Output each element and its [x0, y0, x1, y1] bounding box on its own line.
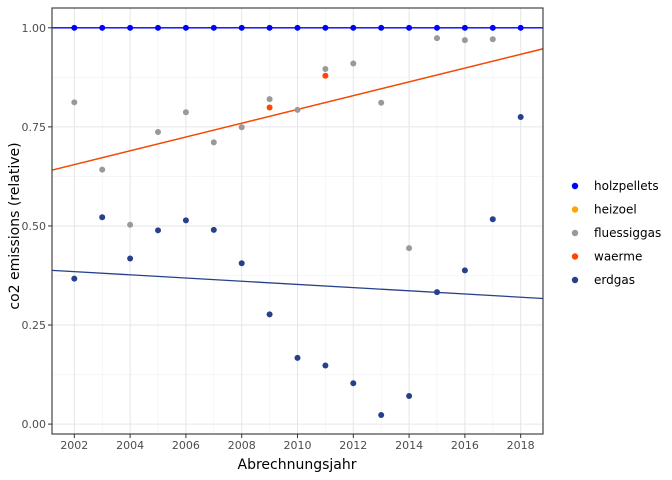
- x-tick-label: 2004: [116, 439, 144, 452]
- data-point-erdgas: [489, 216, 496, 223]
- data-point-holzpellets: [266, 24, 273, 31]
- data-point-fluessiggas: [322, 66, 329, 73]
- legend: holzpellets heizoel fluessiggas waerme erdga…: [571, 179, 661, 287]
- data-point-fluessiggas: [127, 221, 134, 228]
- x-tick-label: 2016: [451, 439, 479, 452]
- legend-label-fluessiggas: fluessiggas: [594, 226, 661, 240]
- data-point-erdgas: [99, 214, 106, 221]
- legend-key-waerme: [571, 253, 579, 260]
- data-point-erdgas: [294, 354, 301, 361]
- data-point-waerme: [266, 104, 273, 111]
- data-point-holzpellets: [406, 24, 413, 31]
- plot-panel: [51, 7, 544, 435]
- data-point-fluessiggas: [155, 129, 162, 136]
- data-point-erdgas: [433, 289, 440, 296]
- y-tick-label: 0.25: [22, 319, 47, 332]
- data-point-erdgas: [517, 113, 524, 120]
- data-point-erdgas: [238, 260, 245, 267]
- legend-label-waerme: waerme: [594, 250, 642, 264]
- data-point-fluessiggas: [406, 245, 413, 252]
- x-tick-label: 2002: [60, 439, 88, 452]
- y-tick-label: 0.75: [22, 121, 47, 134]
- y-tick-label: 1.00: [22, 22, 47, 35]
- data-point-erdgas: [322, 362, 329, 369]
- y-axis: 0.00 0.25 0.50 0.75 1.00: [22, 22, 52, 431]
- x-tick-label: 2008: [228, 439, 256, 452]
- data-point-waerme: [322, 72, 329, 79]
- data-point-fluessiggas: [266, 96, 273, 103]
- data-point-holzpellets: [294, 24, 301, 31]
- legend-key-heizoel: [571, 206, 579, 213]
- data-point-fluessiggas: [350, 60, 357, 67]
- data-point-holzpellets: [238, 24, 245, 31]
- data-point-erdgas: [182, 217, 189, 224]
- data-point-fluessiggas: [238, 124, 245, 131]
- data-point-fluessiggas: [489, 36, 496, 43]
- x-tick-label: 2012: [339, 439, 367, 452]
- data-point-erdgas: [71, 275, 78, 282]
- data-point-fluessiggas: [461, 37, 468, 44]
- data-point-holzpellets: [99, 24, 106, 31]
- x-axis: 2002 2004 2006 2008 2010 2012 2014 2016 2018: [60, 434, 535, 452]
- data-point-erdgas: [406, 392, 413, 399]
- trend-line-erdgas: [51, 269, 544, 300]
- data-point-erdgas: [461, 267, 468, 274]
- x-tick-label: 2018: [507, 439, 535, 452]
- data-point-erdgas: [350, 380, 357, 387]
- data-point-holzpellets: [210, 24, 217, 31]
- legend-label-heizoel: heizoel: [594, 203, 637, 217]
- data-point-erdgas: [210, 226, 217, 233]
- y-tick-label: 0.00: [22, 418, 47, 431]
- data-point-holzpellets: [155, 24, 162, 31]
- data-point-holzpellets: [322, 24, 329, 31]
- legend-key-fluessiggas: [571, 229, 579, 237]
- data-point-holzpellets: [71, 24, 78, 31]
- legend-label-holzpellets: holzpellets: [594, 179, 659, 193]
- data-point-fluessiggas: [378, 99, 385, 106]
- data-point-erdgas: [266, 311, 273, 318]
- legend-label-erdgas: erdgas: [594, 273, 635, 287]
- y-tick-label: 0.50: [22, 220, 47, 233]
- data-point-holzpellets: [517, 24, 524, 31]
- data-point-holzpellets: [378, 24, 385, 31]
- x-axis-title: Abrechnungsjahr: [238, 457, 357, 473]
- x-tick-label: 2010: [284, 439, 312, 452]
- data-point-holzpellets: [461, 24, 468, 31]
- data-point-holzpellets: [350, 24, 357, 31]
- data-point-holzpellets: [182, 24, 189, 31]
- legend-key-erdgas: [571, 276, 579, 284]
- x-tick-label: 2014: [395, 439, 423, 452]
- data-point-fluessiggas: [71, 99, 78, 106]
- y-axis-title: co2 emissions (relative): [7, 142, 23, 309]
- data-point-holzpellets: [127, 24, 134, 31]
- data-point-fluessiggas: [182, 109, 189, 116]
- data-point-holzpellets: [489, 24, 496, 31]
- data-point-erdgas: [378, 411, 385, 418]
- data-point-fluessiggas: [99, 166, 106, 173]
- data-point-fluessiggas: [210, 139, 217, 146]
- data-point-holzpellets: [433, 24, 440, 31]
- legend-key-holzpellets: [571, 182, 579, 190]
- x-tick-label: 2006: [172, 439, 200, 452]
- data-point-erdgas: [127, 255, 134, 262]
- data-point-fluessiggas: [294, 106, 301, 113]
- data-point-erdgas: [155, 227, 162, 234]
- data-point-fluessiggas: [433, 35, 440, 42]
